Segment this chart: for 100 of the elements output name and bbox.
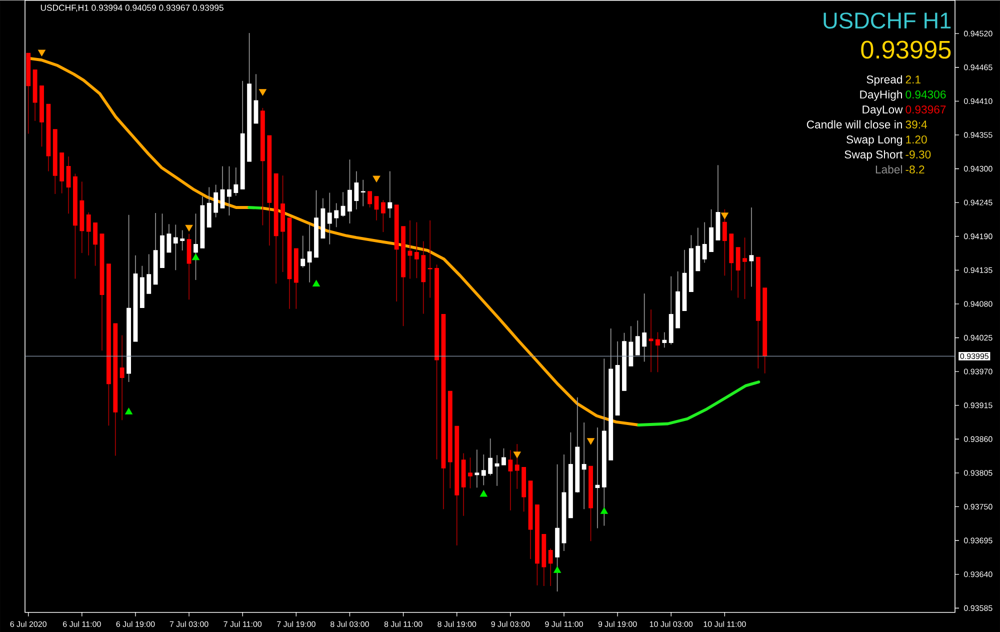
x-tick-label: 10 Jul 11:00 <box>704 620 746 627</box>
annotation: Swap Long <box>846 135 902 146</box>
y-tick-label: 0.94465 <box>964 64 992 70</box>
annotation: Candle will close in <box>806 120 902 128</box>
x-tick-label: 9 Jul 03:00 <box>491 620 530 627</box>
candlestick <box>468 456 472 488</box>
candlestick <box>214 184 218 218</box>
candlestick <box>595 426 600 528</box>
annotation: 0.93967 <box>906 105 946 114</box>
annotation: Label <box>876 164 902 174</box>
candlestick <box>227 166 232 216</box>
annotation: -9.30 <box>906 150 931 158</box>
candlestick <box>374 196 379 221</box>
candlestick <box>474 448 480 488</box>
candlestick <box>662 332 667 348</box>
candlestick <box>327 192 332 245</box>
x-tick-label: 7 Jul 03:00 <box>170 620 208 627</box>
point <box>554 566 562 573</box>
annotation: 2.1 <box>906 75 920 84</box>
y-tick-label: 0.93805 <box>964 470 992 476</box>
candlestick <box>234 166 238 196</box>
candlestick <box>220 166 225 208</box>
y-tick-label: 0.93695 <box>964 537 992 544</box>
y-tick-label: 0.94410 <box>964 98 992 104</box>
point <box>312 280 320 286</box>
candlestick <box>508 450 513 511</box>
candlestick <box>360 179 366 206</box>
candlestick <box>494 454 500 486</box>
candlestick <box>334 202 339 228</box>
y-tick-label: 0.93915 <box>964 402 992 408</box>
candlestick <box>648 308 654 372</box>
x-tick-label: 9 Jul 19:00 <box>598 620 637 627</box>
candlestick <box>206 186 212 228</box>
x-tick-label: 6 Jul 2020 <box>10 620 46 627</box>
candlestick <box>86 212 91 256</box>
candlestick <box>368 190 372 208</box>
point <box>125 408 133 414</box>
annotation: 39:4 <box>906 120 928 128</box>
candlestick <box>381 199 386 232</box>
point <box>185 224 193 232</box>
candlestick <box>635 320 640 356</box>
candlestick <box>66 156 71 214</box>
candlestick <box>481 454 486 486</box>
candlestick <box>307 223 312 283</box>
y-tick-label: 0.93585 <box>964 605 992 611</box>
candlestick <box>146 254 152 294</box>
point <box>513 451 521 458</box>
line-series <box>260 206 640 426</box>
candlestick <box>514 443 520 490</box>
candlestick <box>348 158 352 224</box>
candlestick <box>340 192 346 217</box>
x-tick-label: 6 Jul 11:00 <box>63 620 101 627</box>
candlestick <box>120 334 124 420</box>
x-tick-label: 8 Jul 19:00 <box>438 620 476 627</box>
candlestick <box>414 222 419 278</box>
x-tick-label: 7 Jul 19:00 <box>277 620 316 627</box>
x-tick-label: 7 Jul 11:00 <box>224 620 262 627</box>
candlestick <box>656 332 660 372</box>
point <box>192 253 200 260</box>
annotation: DayLow <box>862 105 903 116</box>
candlestick <box>428 220 432 298</box>
line-series <box>637 380 760 426</box>
y-tick-label: 0.94300 <box>964 166 992 172</box>
y-tick-label: 0.94245 <box>964 200 992 206</box>
candlestick <box>93 222 98 266</box>
y-tick-label: 0.94190 <box>964 233 992 239</box>
annotation: 1.20 <box>906 135 927 144</box>
ref-line-label: 0.93995 <box>960 353 989 359</box>
point <box>600 507 608 514</box>
candlestick <box>488 438 493 476</box>
x-tick-label: 8 Jul 03:00 <box>330 620 369 627</box>
candlestick <box>742 236 747 300</box>
y-tick-label: 0.94355 <box>964 132 992 138</box>
candlestick <box>354 170 359 210</box>
candlestick <box>709 208 714 252</box>
x-tick-label: 9 Jul 11:00 <box>545 620 583 627</box>
candlestick <box>702 222 707 263</box>
candlestick <box>173 224 178 270</box>
candlestick <box>166 223 172 253</box>
point <box>38 50 46 56</box>
annotation: DayHigh <box>860 90 902 101</box>
y-tick-label: 0.93860 <box>964 436 992 442</box>
candlestick <box>300 235 306 268</box>
candlestick <box>548 548 553 586</box>
y-tick-label: 0.93750 <box>964 504 992 510</box>
candlestick <box>642 292 647 362</box>
point <box>720 212 728 219</box>
y-tick-label: 0.94520 <box>964 30 992 36</box>
candlestick <box>388 170 392 218</box>
annotation: 0.94306 <box>906 90 946 98</box>
candlestick <box>180 230 185 251</box>
candlestick <box>582 422 586 510</box>
annotation: USDCHF H1 <box>824 12 951 28</box>
annotation: -8.2 <box>906 165 924 174</box>
point <box>587 438 595 444</box>
x-tick-label: 10 Jul 03:00 <box>650 620 693 627</box>
x-tick-label: 6 Jul 19:00 <box>116 620 155 627</box>
point <box>480 490 488 496</box>
candlestick <box>502 448 506 466</box>
candlestick <box>749 206 754 287</box>
